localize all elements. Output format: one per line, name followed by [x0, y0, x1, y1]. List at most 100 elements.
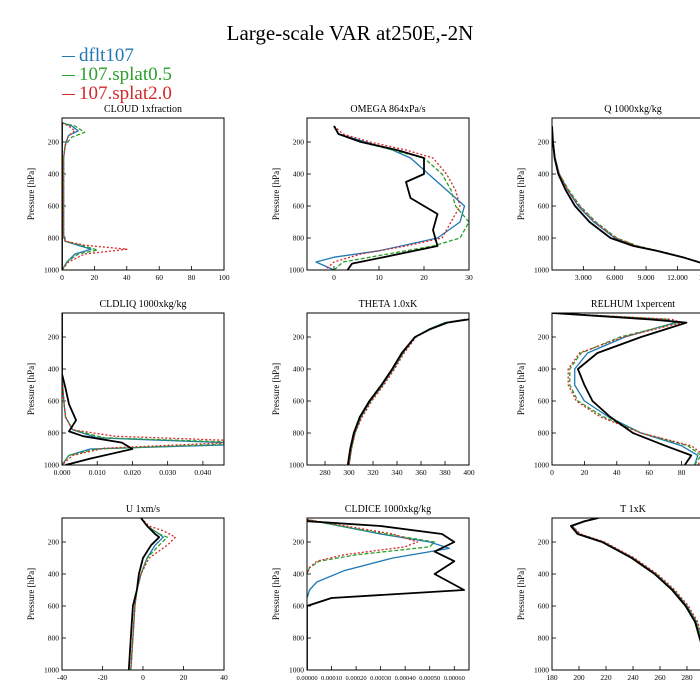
y-tick-label: 200	[48, 333, 60, 342]
y-axis-label: Pressure [hPa]	[271, 363, 281, 415]
panel-frame	[551, 312, 700, 466]
series-group	[315, 125, 469, 270]
y-tick-label: 400	[293, 170, 305, 179]
panel-3: Q 1000xkg/kg Pressure [hPa] 3.000 6.000 9.00…	[516, 104, 700, 282]
y-tick-label: 1000	[44, 266, 59, 275]
x-tick-label: 0	[141, 673, 145, 682]
series-group	[552, 125, 700, 264]
y-tick-label: 400	[293, 365, 305, 374]
y-tick-label: 400	[538, 365, 550, 374]
x-tick-label: 20	[420, 273, 428, 282]
series-line-107.splat0.5	[571, 518, 700, 637]
series-group	[552, 313, 700, 465]
series-line-reference	[346, 318, 469, 465]
x-tick-label: 0.00040	[395, 675, 416, 682]
panel-frame	[551, 117, 700, 271]
y-axis-label: Pressure [hPa]	[516, 568, 526, 620]
series-group	[127, 518, 177, 670]
x-tick-label: 300	[343, 468, 355, 477]
x-tick-label: 0	[550, 468, 554, 477]
series-group	[307, 518, 466, 670]
series-line-reference	[307, 520, 466, 670]
series-line-dflt107	[62, 122, 92, 270]
y-tick-label: 1000	[44, 666, 59, 675]
x-tick-label: 80	[188, 273, 196, 282]
y-tick-label: 400	[293, 570, 305, 579]
x-tick-label: 3.000	[575, 273, 592, 282]
y-axis-label: Pressure [hPa]	[271, 168, 281, 220]
x-tick-label: 30	[465, 273, 473, 282]
y-tick-label: 600	[538, 602, 550, 611]
panel-title: RELHUM 1xpercent	[591, 299, 675, 310]
panel-5: THETA 1.0xK Pressure [hPa] 280 300 320 340 360…	[271, 299, 475, 477]
series-line-107.splat0.5	[552, 125, 700, 263]
x-tick-label: 6.000	[606, 273, 623, 282]
y-tick-label: 800	[293, 634, 305, 643]
y-tick-label: 800	[293, 429, 305, 438]
legend-label: 107.splat0.5	[79, 64, 172, 85]
series-line-107.splat2.0	[307, 518, 419, 575]
series-line-reference	[127, 518, 161, 670]
legend-swatch	[62, 56, 75, 58]
series-group	[62, 313, 224, 465]
panel-frame	[306, 312, 470, 466]
panel-7: U 1xm/s Pressure [hPa] -40 -20 0 20 40 200 400 60…	[26, 504, 228, 682]
x-tick-label: 0.00000	[296, 675, 317, 682]
panel-frame	[306, 517, 470, 671]
y-tick-label: 400	[48, 170, 60, 179]
x-tick-label: 240	[627, 673, 639, 682]
panel-frame	[61, 517, 225, 671]
x-tick-label: 220	[600, 673, 612, 682]
x-tick-label: 0.00010	[321, 675, 342, 682]
y-tick-label: 800	[48, 429, 60, 438]
y-axis-label: Pressure [hPa]	[516, 363, 526, 415]
y-tick-label: 200	[293, 138, 305, 147]
y-tick-label: 600	[293, 397, 305, 406]
y-tick-label: 600	[48, 602, 60, 611]
x-tick-label: 0.030	[159, 468, 176, 477]
panel-1: CLOUD 1xfraction Pressure [hPa] 0 20 40 60 80 1…	[26, 104, 230, 282]
x-tick-label: 0.000	[54, 468, 71, 477]
series-line-107.splat2.0	[552, 125, 700, 264]
x-tick-label: 0	[332, 273, 336, 282]
series-line-dflt107	[552, 125, 700, 264]
x-tick-label: 12.000	[667, 273, 688, 282]
panel-frame	[61, 312, 225, 466]
panels: CLOUD 1xfraction Pressure [hPa] 0 20 40 60 80 1…	[26, 104, 700, 682]
panel-title: THETA 1.0xK	[359, 299, 418, 310]
y-tick-label: 200	[538, 538, 550, 547]
series-line-107.splat0.5	[62, 122, 99, 270]
x-tick-label: 320	[367, 468, 379, 477]
series-line-107.splat2.0	[348, 318, 466, 465]
series-group	[570, 518, 700, 643]
panel-title: U 1xm/s	[126, 504, 160, 515]
panel-title: CLOUD 1xfraction	[104, 104, 182, 115]
x-tick-label: 9.000	[638, 273, 655, 282]
y-tick-label: 400	[538, 170, 550, 179]
legend: dflt107 107.splat0.5 107.splat2.0	[62, 46, 172, 103]
panel-frame	[61, 117, 225, 271]
panel-title: CLDICE 1000xkg/kg	[345, 504, 431, 515]
panel-title: Q 1000xkg/kg	[604, 104, 662, 115]
y-tick-label: 600	[538, 397, 550, 406]
series-line-107.splat2.0	[62, 122, 128, 270]
series-line-reference	[570, 518, 700, 643]
y-axis-label: Pressure [hPa]	[26, 568, 36, 620]
y-tick-label: 200	[538, 138, 550, 147]
y-axis-label: Pressure [hPa]	[26, 363, 36, 415]
y-tick-label: 1000	[289, 666, 304, 675]
series-line-107.splat2.0	[324, 125, 461, 270]
legend-item-splat20: 107.splat2.0	[62, 84, 172, 103]
panel-title: T 1xK	[620, 504, 646, 515]
series-line-dflt107	[62, 313, 224, 465]
x-tick-label: 80	[678, 468, 686, 477]
y-tick-label: 200	[293, 333, 305, 342]
y-tick-label: 1000	[534, 266, 549, 275]
x-tick-label: 0.00030	[370, 675, 391, 682]
series-line-dflt107	[552, 313, 699, 465]
y-axis-label: Pressure [hPa]	[26, 168, 36, 220]
y-axis-label: Pressure [hPa]	[516, 168, 526, 220]
series-line-107.splat0.5	[307, 518, 436, 575]
x-tick-label: 0.010	[89, 468, 106, 477]
legend-item-splat05: 107.splat0.5	[62, 65, 172, 84]
